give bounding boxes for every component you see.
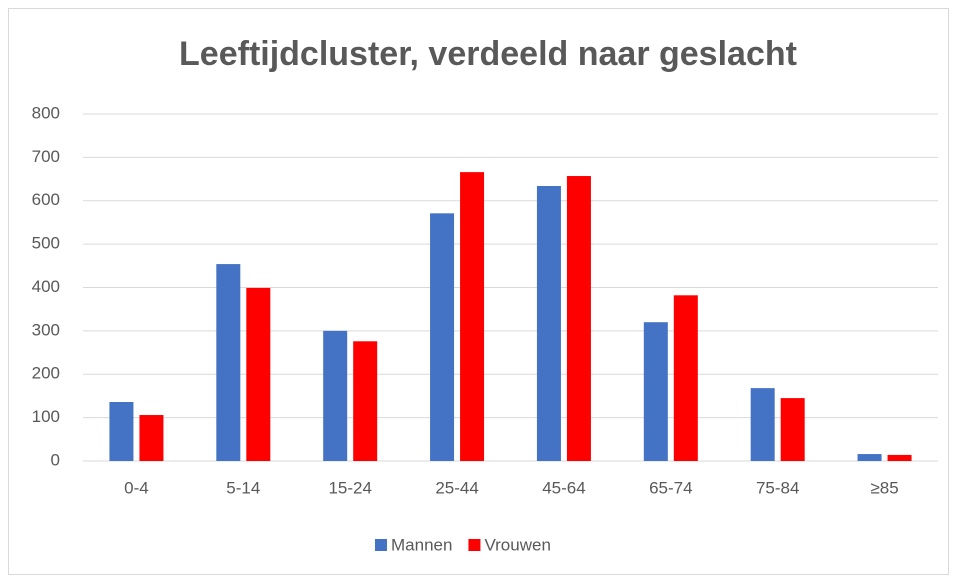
bar xyxy=(780,398,805,461)
bar xyxy=(139,415,164,461)
y-tick-label: 600 xyxy=(32,190,60,209)
x-tick-label: 65-74 xyxy=(649,478,692,497)
x-tick-label: 45-64 xyxy=(542,478,585,497)
y-tick-label: 500 xyxy=(32,234,60,253)
bar xyxy=(216,264,241,461)
legend-swatch xyxy=(375,539,387,551)
x-tick-label: 5-14 xyxy=(226,478,260,497)
bar xyxy=(887,454,912,461)
bar xyxy=(536,186,561,461)
bar xyxy=(246,287,271,461)
x-tick-label: 0-4 xyxy=(124,478,149,497)
x-tick-label: 75-84 xyxy=(756,478,799,497)
legend-swatch xyxy=(468,539,481,551)
bar xyxy=(109,402,134,461)
bar xyxy=(673,295,698,461)
chart-title: Leeftijdcluster, verdeeld naar geslacht xyxy=(179,35,797,73)
x-tick-label: ≥85 xyxy=(870,478,898,497)
bar xyxy=(353,341,378,461)
bar xyxy=(643,322,668,461)
bar xyxy=(750,388,775,461)
bar xyxy=(857,454,882,461)
bar xyxy=(460,172,485,461)
x-tick-label: 25-44 xyxy=(435,478,478,497)
y-tick-label: 200 xyxy=(32,364,60,383)
y-tick-label: 700 xyxy=(32,147,60,166)
bar xyxy=(566,176,591,461)
y-tick-label: 300 xyxy=(32,320,60,339)
y-tick-label: 0 xyxy=(51,450,60,469)
legend-label: Mannen xyxy=(391,535,452,554)
y-tick-label: 800 xyxy=(32,103,60,122)
legend-label: Vrouwen xyxy=(484,535,550,554)
bar xyxy=(323,330,348,461)
x-tick-label: 15-24 xyxy=(328,478,371,497)
y-tick-label: 100 xyxy=(32,407,60,426)
bar xyxy=(430,213,455,461)
y-tick-label: 400 xyxy=(32,277,60,296)
